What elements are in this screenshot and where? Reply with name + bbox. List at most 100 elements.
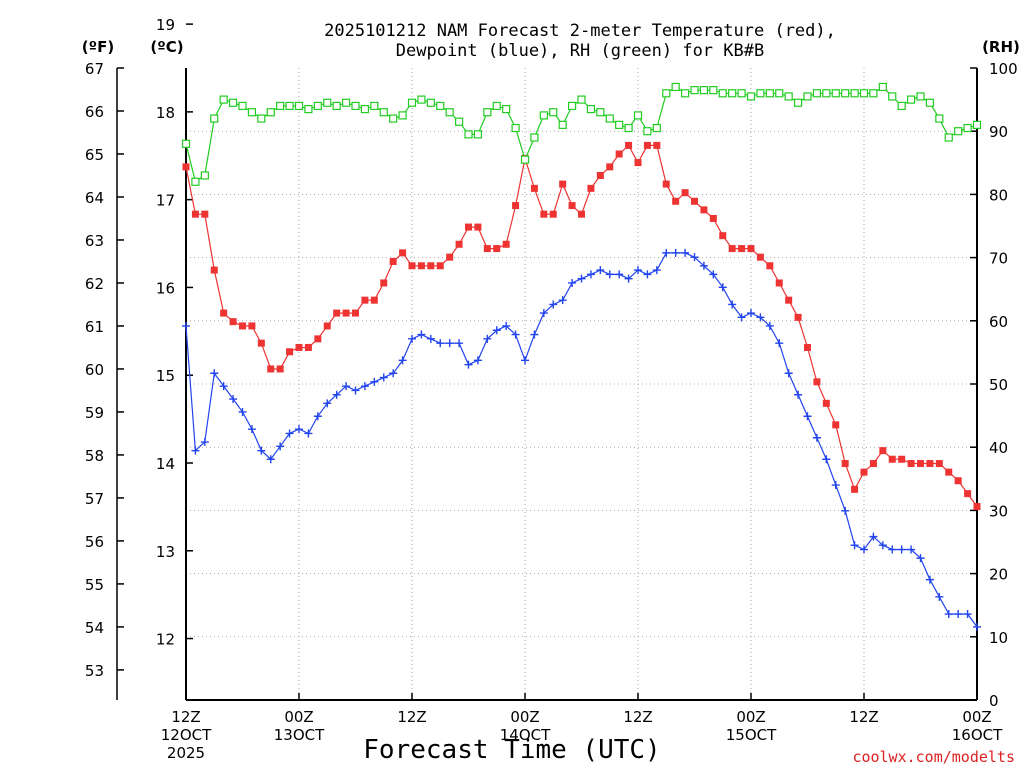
dewpoint-point: [850, 541, 859, 550]
series-dewpoint: [182, 248, 981, 631]
dewpoint-point: [925, 575, 934, 584]
dewpoint-point: [699, 261, 708, 270]
dewpoint-point: [963, 610, 972, 619]
rh-point: [803, 92, 812, 101]
dewpoint-point: [304, 429, 313, 438]
fahrenheit-tick-label: 65: [85, 146, 104, 164]
dewpoint-point: [652, 266, 661, 275]
temperature-point: [804, 343, 811, 351]
temperature-point: [728, 245, 736, 253]
dewpoint-point: [398, 356, 407, 365]
temperature-point: [794, 313, 802, 321]
temperature-point: [370, 296, 378, 304]
rh-point: [954, 127, 963, 136]
rh-point: [812, 89, 822, 98]
temperature-point: [738, 245, 746, 253]
dewpoint-point: [238, 407, 247, 416]
rh-point: [690, 86, 699, 95]
rh-tick-label: 0: [989, 692, 999, 710]
fahrenheit-tick-label: 55: [85, 576, 104, 594]
dewpoint-point: [464, 360, 473, 369]
rh-point: [944, 133, 953, 142]
rh-point: [323, 98, 332, 107]
temperature-point: [267, 365, 275, 373]
dewpoint-point: [539, 309, 548, 318]
dewpoint-point: [747, 309, 755, 318]
rh-point: [530, 133, 539, 142]
rh-point: [389, 114, 398, 123]
rh-point: [539, 111, 548, 120]
temperature-point: [436, 262, 444, 270]
temperature-point: [248, 322, 256, 330]
temperature-point: [964, 490, 972, 498]
rh-point: [841, 89, 850, 98]
temperature-point: [587, 184, 595, 192]
temperature-point: [973, 503, 981, 511]
rh-point: [906, 95, 916, 104]
fahrenheit-tick-label: 56: [85, 533, 104, 551]
temperature-point: [333, 309, 341, 317]
rh-point: [511, 123, 520, 133]
dewpoint-point: [831, 481, 840, 490]
dewpoint-point: [756, 313, 765, 322]
celsius-tick-label: 14: [156, 455, 175, 473]
temperature-point: [342, 309, 350, 317]
rh-point: [662, 89, 671, 98]
time-tick-label: 00Z: [736, 708, 765, 726]
rh-point: [878, 82, 887, 92]
dewpoint-point: [605, 270, 614, 279]
x-axis-label: Forecast Time (UTC): [363, 735, 660, 765]
rh-point: [520, 155, 530, 164]
dewpoint-point: [897, 545, 906, 554]
rh-point: [718, 89, 727, 98]
fahrenheit-tick-label: 60: [85, 361, 104, 379]
temperature-point: [446, 253, 454, 261]
dewpoint-point: [219, 382, 228, 391]
dewpoint-point: [182, 321, 190, 330]
temperature-point: [832, 421, 840, 429]
dewpoint-point: [954, 610, 963, 619]
series-line: [185, 252, 978, 628]
rh-point: [228, 98, 238, 107]
fahrenheit-tick-label: 63: [85, 232, 104, 250]
rh-point: [266, 108, 275, 117]
rh-point: [633, 111, 643, 120]
temperature-point: [361, 296, 369, 304]
temperature-point: [399, 249, 407, 257]
rh-point: [417, 95, 426, 104]
rh-point: [558, 120, 567, 129]
temperature-point: [945, 468, 953, 476]
rh-tick-label: 60: [989, 313, 1008, 331]
rh-point: [765, 89, 774, 98]
dewpoint-point: [822, 455, 831, 464]
rh-point: [473, 130, 483, 139]
dewpoint-point: [342, 382, 351, 391]
rh-tick-label: 10: [989, 629, 1008, 647]
rh-point: [200, 171, 209, 180]
fahrenheit-tick-label: 58: [85, 447, 104, 465]
rh-point: [247, 108, 257, 117]
rh-point: [379, 108, 388, 117]
dewpoint-point: [408, 334, 416, 343]
dewpoint-point: [784, 369, 793, 378]
rh-tick-label: 40: [989, 439, 1008, 457]
temperature-point: [662, 180, 670, 188]
dewpoint-point: [841, 506, 850, 515]
dewpoint-point: [728, 300, 737, 309]
celsius-tick-label: 19: [156, 16, 175, 34]
temperature-point: [926, 460, 934, 468]
fahrenheit-tick-label: 61: [85, 318, 104, 336]
rh-point: [822, 89, 831, 98]
rh-point: [502, 104, 511, 114]
rh-point: [746, 92, 756, 101]
rh-point: [313, 101, 322, 111]
dewpoint-point: [370, 377, 379, 386]
dewpoint-point: [558, 296, 567, 305]
dewpoint-point: [417, 330, 426, 339]
rh-point: [916, 92, 925, 101]
rh-point: [756, 89, 765, 98]
dewpoint-point: [229, 395, 238, 404]
dewpoint-point: [690, 253, 699, 262]
temperature-point: [417, 262, 425, 270]
dewpoint-point: [502, 321, 511, 330]
